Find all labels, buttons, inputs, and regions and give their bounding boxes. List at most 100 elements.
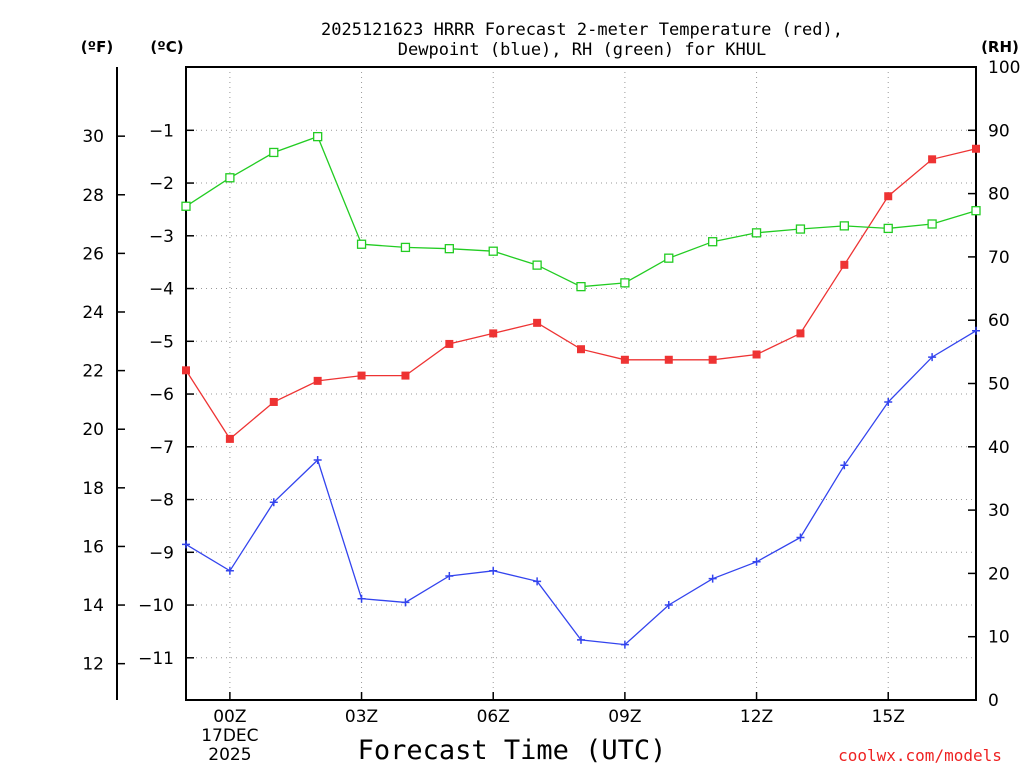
temperature-point bbox=[225, 434, 234, 443]
temperature-point bbox=[357, 371, 366, 380]
temperature-point bbox=[182, 366, 190, 375]
dewpoint-point bbox=[577, 635, 585, 644]
fahrenheit-tick-label: 18 bbox=[82, 479, 104, 499]
fahrenheit-tick-label: 16 bbox=[82, 537, 104, 557]
rh-tick-label: 40 bbox=[988, 438, 1010, 458]
fahrenheit-tick-label: 20 bbox=[82, 420, 104, 440]
celsius-tick-label: −5 bbox=[149, 332, 174, 352]
rh-point bbox=[883, 223, 893, 234]
dewpoint-point bbox=[401, 598, 410, 607]
dewpoint-point bbox=[182, 540, 190, 549]
fahrenheit-axis: 30 28 26 24 22 20 18 16 14 12 bbox=[82, 127, 125, 675]
dewpoint-point bbox=[972, 326, 980, 335]
rh-unit-label: (RH) bbox=[981, 38, 1019, 56]
dewpoint-point bbox=[445, 572, 454, 581]
celsius-tick-label: −2 bbox=[149, 174, 174, 194]
celsius-tick-label: −1 bbox=[149, 121, 174, 141]
temperature-point bbox=[928, 155, 937, 164]
rh-tick-label: 70 bbox=[988, 248, 1010, 268]
rh-point bbox=[269, 147, 279, 158]
fahrenheit-tick-label: 22 bbox=[82, 362, 104, 382]
celsius-tick-label: −7 bbox=[149, 438, 174, 458]
dewpoint-point bbox=[884, 397, 893, 406]
temperature-point bbox=[620, 355, 629, 364]
rh-point bbox=[181, 201, 191, 211]
fahrenheit-tick-label: 30 bbox=[82, 127, 104, 147]
rh-tick-label: 10 bbox=[988, 628, 1010, 648]
celsius-tick-label: −6 bbox=[149, 385, 174, 405]
dewpoint-point bbox=[269, 498, 278, 507]
temperature-point bbox=[884, 192, 893, 201]
dewpoint-point bbox=[752, 557, 761, 566]
rh-tick-label: 50 bbox=[988, 375, 1010, 395]
rh-point bbox=[313, 131, 323, 142]
celsius-tick-label: −8 bbox=[149, 491, 174, 511]
rh-point bbox=[927, 219, 937, 229]
fahrenheit-unit-label: (ºF) bbox=[81, 38, 113, 56]
series-layer bbox=[181, 131, 981, 649]
dewpoint-point bbox=[620, 640, 629, 649]
rh-tick-label: 60 bbox=[988, 311, 1010, 331]
temperature-point bbox=[840, 260, 849, 269]
celsius-tick-label: −4 bbox=[149, 280, 174, 300]
dewpoint-point bbox=[928, 353, 937, 362]
rh-point bbox=[795, 224, 806, 234]
time-tick-label: 00Z bbox=[213, 707, 246, 727]
rh-point bbox=[839, 221, 849, 231]
credit-watermark: coolwx.com/models bbox=[838, 746, 1002, 765]
rh-point bbox=[400, 242, 411, 253]
dewpoint-point bbox=[489, 566, 498, 575]
fahrenheit-tick-label: 28 bbox=[82, 186, 104, 206]
rh-point bbox=[225, 173, 235, 183]
rh-point bbox=[444, 244, 454, 254]
celsius-tick-label: −10 bbox=[138, 596, 174, 616]
fahrenheit-tick-label: 12 bbox=[82, 655, 104, 675]
celsius-unit-label: (ºC) bbox=[150, 38, 183, 56]
rh-point bbox=[620, 278, 630, 288]
time-tick-label: 15Z bbox=[872, 707, 905, 727]
time-tick-label: 12Z bbox=[740, 707, 773, 727]
date-label-day: 17DEC bbox=[201, 726, 258, 746]
celsius-tick-label: −3 bbox=[149, 227, 174, 247]
temperature-point bbox=[577, 345, 585, 354]
celsius-tick-label: −11 bbox=[138, 649, 174, 669]
rh-tick-label: 80 bbox=[988, 185, 1010, 205]
dewpoint-point bbox=[313, 455, 322, 464]
x-axis-title: Forecast Time (UTC) bbox=[358, 735, 667, 766]
rh-point bbox=[664, 253, 674, 263]
rh-point bbox=[532, 260, 542, 270]
temperature-point bbox=[401, 371, 410, 380]
dewpoint-point bbox=[664, 601, 673, 610]
celsius-axis: −1 −2 −3 −4 −5 −6 −7 −8 −9 −10 −11 bbox=[138, 121, 194, 669]
rh-tick-label: 100 bbox=[988, 58, 1020, 78]
rh-line bbox=[185, 135, 977, 288]
rh-point bbox=[751, 228, 762, 238]
temperature-point bbox=[752, 350, 761, 359]
time-tick-label: 09Z bbox=[608, 707, 641, 727]
rh-tick-label: 20 bbox=[988, 564, 1010, 584]
temperature-point bbox=[708, 355, 717, 364]
dewpoint-line bbox=[185, 330, 977, 646]
rh-tick-label: 90 bbox=[988, 121, 1010, 141]
temperature-point bbox=[269, 397, 278, 406]
rh-point bbox=[356, 239, 367, 249]
chart-title-line2: Dewpoint (blue), RH (green) for KHUL bbox=[398, 40, 766, 60]
temperature-point bbox=[489, 329, 498, 338]
date-label-year: 2025 bbox=[208, 745, 251, 765]
gridlines bbox=[186, 67, 976, 700]
temperature-line bbox=[185, 148, 977, 440]
fahrenheit-tick-label: 24 bbox=[82, 303, 104, 323]
dewpoint-point bbox=[796, 533, 805, 542]
rh-point bbox=[971, 206, 981, 216]
temperature-point bbox=[533, 318, 542, 327]
temperature-point bbox=[972, 144, 980, 153]
time-tick-label: 03Z bbox=[345, 707, 378, 727]
temperature-point bbox=[313, 376, 322, 385]
dewpoint-point bbox=[708, 574, 717, 583]
fahrenheit-tick-label: 26 bbox=[82, 244, 104, 264]
rh-point bbox=[708, 237, 718, 247]
time-tick-label: 06Z bbox=[477, 707, 510, 727]
